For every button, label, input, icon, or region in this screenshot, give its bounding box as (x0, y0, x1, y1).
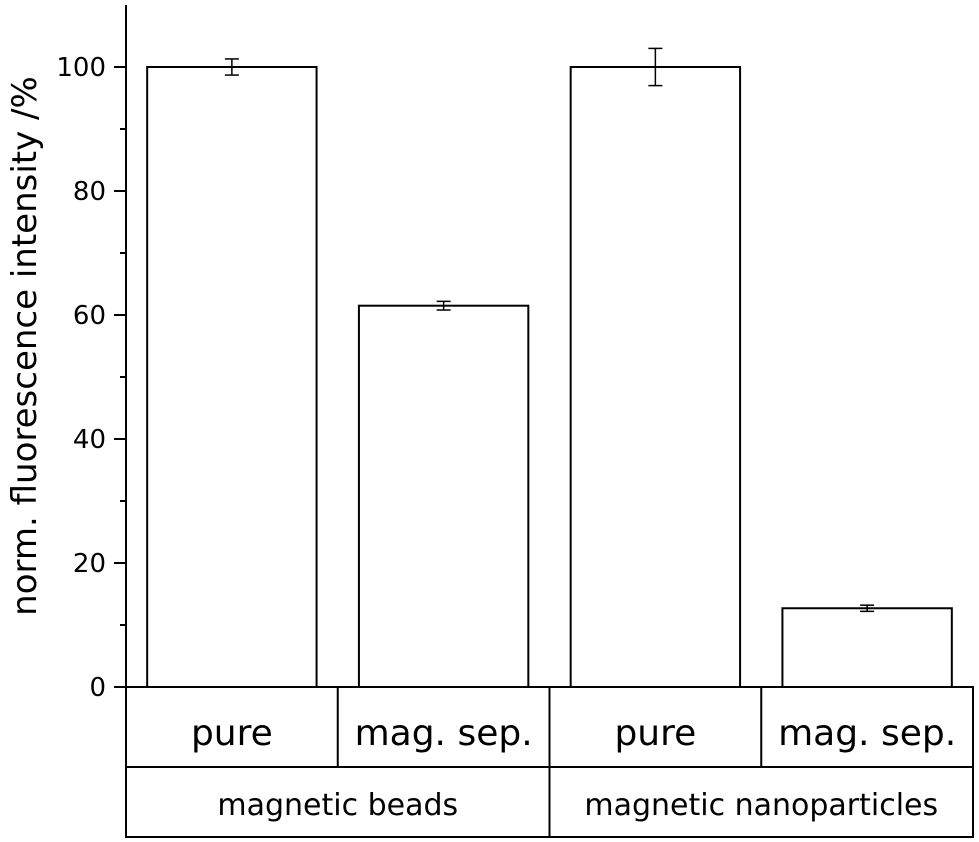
bar (146, 66, 318, 688)
category-label: mag. sep. (778, 713, 956, 754)
y-tick-label: 40 (73, 425, 106, 455)
error-bars (224, 47, 875, 613)
bar (357, 304, 530, 688)
bar (781, 607, 953, 689)
y-axis-label: norm. fluorescence intensity /% (5, 76, 45, 616)
category-label: pure (191, 713, 273, 754)
category-label: pure (614, 713, 696, 754)
y-tick-label: 80 (73, 177, 106, 207)
y-tick-label: 0 (89, 673, 106, 703)
group-label: magnetic beads (217, 788, 458, 823)
y-tick-label: 100 (56, 53, 106, 83)
y-axis: 0 20 40 60 80 100 (56, 5, 127, 703)
y-tick-label: 60 (73, 301, 106, 331)
bars (146, 66, 953, 689)
group-label: magnetic nanoparticles (584, 788, 938, 823)
bar (569, 66, 742, 688)
y-tick-label: 20 (73, 549, 106, 579)
category-label: mag. sep. (355, 713, 533, 754)
category-table: pure mag. sep. pure mag. sep. magnetic beads… (125, 686, 974, 838)
